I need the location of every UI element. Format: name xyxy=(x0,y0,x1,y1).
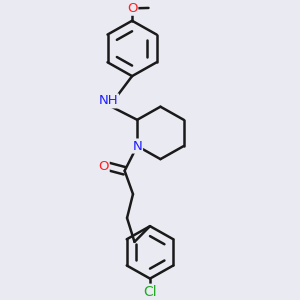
Text: O: O xyxy=(127,2,137,15)
Text: N: N xyxy=(132,140,142,152)
Text: NH: NH xyxy=(98,94,118,107)
Text: Cl: Cl xyxy=(143,285,157,299)
Text: O: O xyxy=(98,160,109,173)
